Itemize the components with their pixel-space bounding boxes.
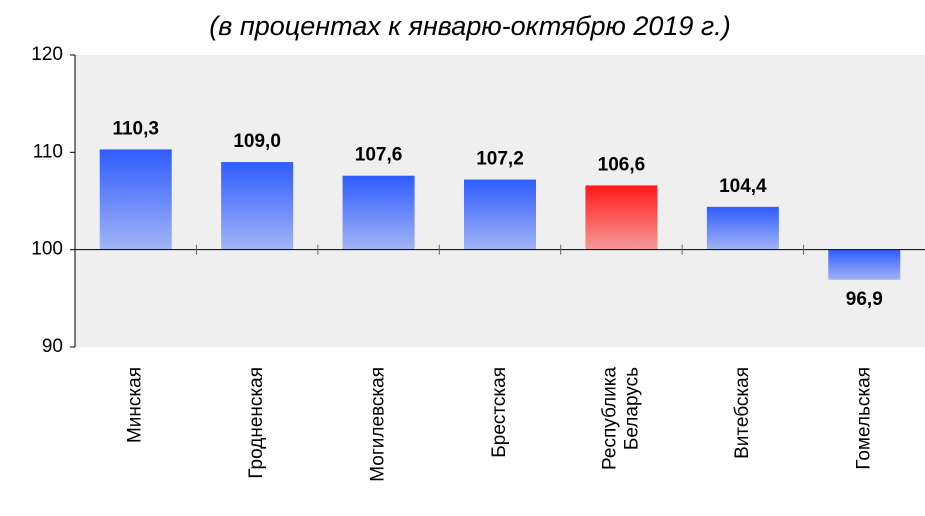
x-tick-label: Минская [125, 367, 146, 443]
chart-title: (в процентах к январю-октябрю 2019 г.) [209, 11, 730, 41]
value-label: 106,6 [598, 154, 646, 175]
value-label: 96,9 [846, 289, 883, 310]
value-label: 104,4 [719, 176, 767, 197]
y-tick-label: 110 [33, 141, 63, 162]
y-tick-label: 100 [31, 239, 63, 260]
bar [221, 162, 294, 250]
bar [585, 185, 658, 250]
x-tick-label: Гомельская [853, 367, 874, 470]
x-tick-label: Брестская [489, 367, 510, 458]
x-tick-label: Могилевская [368, 367, 389, 482]
x-tick-label: РеспубликаБеларусь [599, 367, 642, 470]
x-tick-label: Витебская [732, 367, 753, 459]
x-tick-label: Гродненская [246, 367, 267, 479]
value-label: 107,6 [355, 145, 403, 166]
bar [464, 179, 536, 250]
value-label: 110,3 [112, 118, 159, 139]
bar [706, 206, 779, 250]
bar [342, 175, 415, 250]
y-tick-label: 90 [42, 336, 63, 357]
y-tick-label: 120 [31, 44, 63, 65]
bar [828, 249, 901, 280]
bar [99, 149, 172, 250]
value-label: 109,0 [233, 131, 281, 152]
value-label: 107,2 [476, 149, 524, 170]
